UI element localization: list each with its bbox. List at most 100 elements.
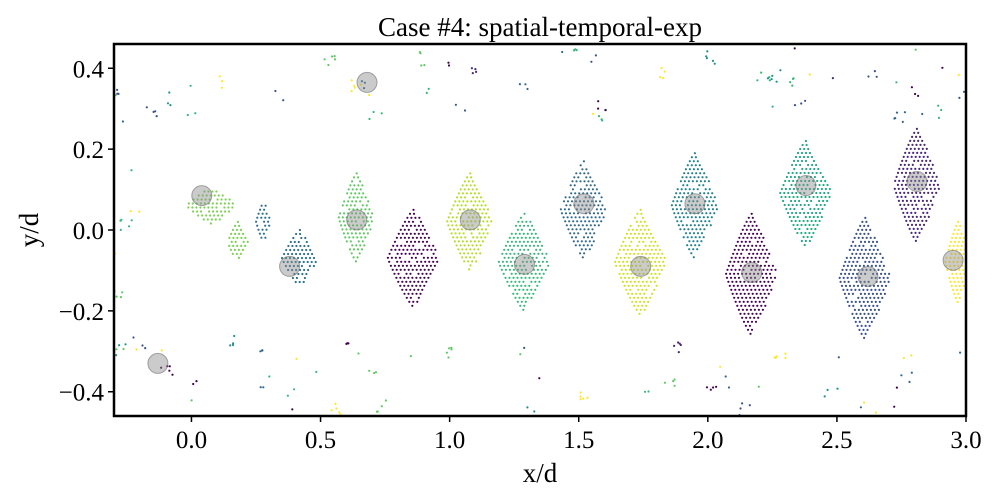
cluster-point: [523, 304, 526, 307]
cluster-point: [903, 175, 906, 178]
cluster-point: [660, 268, 663, 271]
cluster-point: [528, 228, 532, 231]
cluster-point: [425, 272, 428, 275]
cluster-point: [741, 308, 745, 311]
cluster-point: [839, 280, 842, 283]
cluster-point: [896, 183, 900, 186]
cluster-point: [585, 232, 588, 235]
cluster-point: [240, 244, 243, 247]
cluster-point: [920, 227, 923, 230]
cluster-point: [636, 212, 639, 215]
cluster-point: [349, 228, 352, 231]
cluster-point: [814, 227, 817, 231]
cluster-point: [231, 206, 234, 209]
cluster-point: [923, 191, 926, 194]
cluster-point: [709, 212, 712, 215]
cluster-point: [359, 212, 362, 215]
cluster-point: [767, 292, 770, 295]
cluster-point: [635, 220, 638, 223]
cluster-point: [753, 316, 756, 319]
cluster-point: [863, 336, 866, 339]
sparse-point: [353, 84, 356, 87]
cluster-point: [872, 272, 875, 275]
cluster-point: [633, 296, 636, 299]
cluster-point: [702, 216, 705, 219]
cluster-point: [633, 304, 636, 307]
cluster-point: [865, 296, 868, 299]
cluster-point: [870, 244, 873, 247]
cluster-point: [693, 176, 696, 179]
cluster-point: [295, 232, 298, 236]
cluster-point: [952, 260, 955, 263]
cluster-point: [851, 312, 854, 315]
cluster-point: [633, 252, 636, 255]
cluster-point: [580, 220, 583, 223]
cluster-point: [959, 272, 962, 275]
cluster-point: [633, 232, 637, 235]
cluster-point: [590, 200, 594, 203]
cluster-point: [570, 236, 574, 239]
cluster-point: [688, 232, 692, 235]
cluster-point: [914, 239, 918, 242]
cluster-point: [705, 176, 708, 179]
cluster-point: [672, 200, 675, 203]
cluster-point: [703, 180, 707, 183]
cluster-point: [310, 260, 313, 264]
sparse-point-group: [425, 87, 430, 94]
cluster-point: [591, 180, 594, 183]
sparse-point-group: [893, 111, 907, 123]
cluster-point: [431, 268, 434, 271]
sparse-point: [791, 77, 795, 80]
cluster-point: [955, 224, 958, 227]
cluster-point: [962, 252, 965, 255]
cluster-point: [642, 260, 645, 263]
cluster-point: [413, 264, 416, 267]
cluster-point: [857, 316, 860, 319]
cluster-point: [402, 248, 405, 251]
cluster-point: [413, 280, 416, 283]
cluster-point: [752, 252, 755, 255]
cluster-point: [361, 184, 364, 187]
cluster-point: [307, 252, 310, 256]
cluster-point: [883, 292, 887, 295]
cluster-point: [524, 292, 527, 295]
cluster-point: [762, 256, 765, 259]
cluster-point: [802, 219, 805, 223]
cluster-point: [860, 248, 863, 251]
cluster-point: [523, 248, 526, 251]
sparse-point-group: [673, 341, 682, 354]
cluster-point: [512, 292, 515, 295]
cluster-point: [571, 188, 575, 191]
cluster-point: [760, 232, 763, 235]
cluster-point: [214, 218, 217, 221]
sparse-point: [663, 70, 666, 73]
cluster-point: [903, 203, 906, 206]
cluster-point: [456, 196, 459, 199]
cluster-point: [577, 204, 580, 207]
cluster-point: [574, 200, 578, 203]
cluster-point: [295, 244, 298, 248]
cluster-point: [914, 231, 917, 234]
cluster-point: [904, 151, 907, 154]
cluster-point: [460, 196, 463, 199]
cluster-point: [355, 244, 358, 247]
cluster-point: [753, 220, 756, 223]
cluster-point: [802, 235, 805, 239]
cluster-point: [916, 195, 919, 198]
sparse-point: [526, 87, 529, 91]
cluster-point: [457, 240, 460, 243]
cluster-point: [472, 204, 475, 207]
cluster-point: [739, 292, 742, 295]
cluster-point: [417, 272, 420, 275]
cluster-point: [926, 211, 929, 214]
cluster-point: [956, 232, 959, 235]
sparse-point-group: [808, 73, 811, 76]
cluster-point: [371, 212, 374, 215]
cluster-point: [620, 276, 623, 279]
sparse-point: [957, 73, 960, 76]
cluster-point: [692, 168, 696, 171]
cluster-point: [848, 284, 852, 287]
cluster-point: [403, 292, 406, 295]
cluster-point: [922, 155, 925, 158]
cluster-point: [364, 208, 367, 211]
